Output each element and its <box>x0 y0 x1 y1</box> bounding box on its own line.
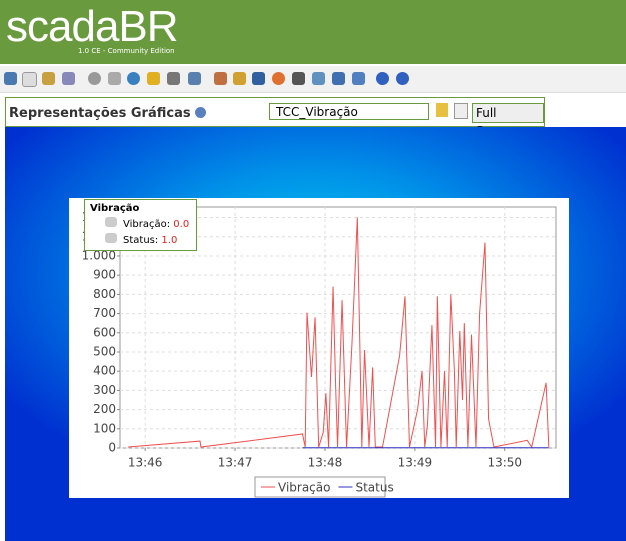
y-tick-label: 300 <box>93 383 116 397</box>
legend-box <box>254 476 386 498</box>
header: scadaBR 1.0 CE - Community Edition <box>0 0 626 64</box>
y-tick-label: 0 <box>108 441 116 455</box>
y-tick-label: 100 <box>93 421 116 435</box>
new-icon[interactable] <box>454 103 468 119</box>
y-tick-label: 900 <box>93 268 116 282</box>
point-icon <box>105 217 117 227</box>
icon[interactable] <box>4 72 17 85</box>
y-tick-label: 200 <box>93 402 116 416</box>
y-tick-label: 600 <box>93 325 116 339</box>
point-value: 0.0 <box>173 219 190 230</box>
point-box: Vibração Vibração: 0.0 Status: 1.0 <box>84 199 197 251</box>
icon[interactable] <box>88 72 101 85</box>
x-tick-label: 13:46 <box>128 456 163 470</box>
help-icon[interactable] <box>195 107 207 118</box>
y-tick-label: 800 <box>93 287 116 301</box>
icon[interactable] <box>292 72 305 85</box>
x-tick-label: 13:48 <box>308 456 343 470</box>
icon[interactable] <box>252 72 265 85</box>
icon[interactable] <box>167 72 180 85</box>
point-box-title: Vibração <box>90 203 140 214</box>
icon[interactable] <box>22 72 37 87</box>
icon[interactable] <box>127 72 140 85</box>
icon[interactable] <box>376 72 389 85</box>
series-line <box>128 217 550 449</box>
icon[interactable] <box>396 72 409 85</box>
x-tick-label: 13:47 <box>218 456 253 470</box>
legend-label: Status <box>355 481 393 495</box>
icon[interactable] <box>42 72 55 85</box>
icon[interactable] <box>272 72 285 85</box>
panel-title-text: Representações Gráficas <box>9 106 191 121</box>
y-tick-label: 500 <box>93 344 116 358</box>
y-tick-label: 400 <box>93 364 116 378</box>
icon[interactable] <box>312 72 325 85</box>
point-label: Status: <box>123 235 159 246</box>
x-tick-label: 13:50 <box>487 456 522 470</box>
point-icon <box>105 233 117 243</box>
y-tick-label: 1.000 <box>82 248 116 262</box>
panel-title: Representações Gráficas <box>9 106 207 121</box>
icon[interactable] <box>108 72 121 85</box>
legend-label: Vibração <box>278 481 330 495</box>
point-label: Vibração: <box>123 219 171 230</box>
toolbar <box>0 66 626 93</box>
icon[interactable] <box>352 72 365 85</box>
point-row: Vibração: 0.0 <box>123 219 189 230</box>
point-row: Status: 1.0 <box>123 235 177 246</box>
edit-icon[interactable] <box>436 103 448 117</box>
icon[interactable] <box>188 72 201 85</box>
icon[interactable] <box>332 72 345 85</box>
y-tick-label: 700 <box>93 306 116 320</box>
edition: 1.0 CE - Community Edition <box>78 47 175 55</box>
view-select[interactable]: TCC_Vibração <box>269 103 429 120</box>
view-panel: Representações Gráficas TCC_Vibração Ful… <box>5 97 545 138</box>
icon[interactable] <box>214 72 227 85</box>
icon[interactable] <box>147 72 160 85</box>
icon[interactable] <box>233 72 246 85</box>
icon[interactable] <box>62 72 75 85</box>
point-value: 1.0 <box>161 235 178 246</box>
logo: scadaBR <box>6 2 179 51</box>
full-screen-button[interactable]: Full Screen <box>472 103 544 138</box>
x-tick-label: 13:49 <box>398 456 433 470</box>
